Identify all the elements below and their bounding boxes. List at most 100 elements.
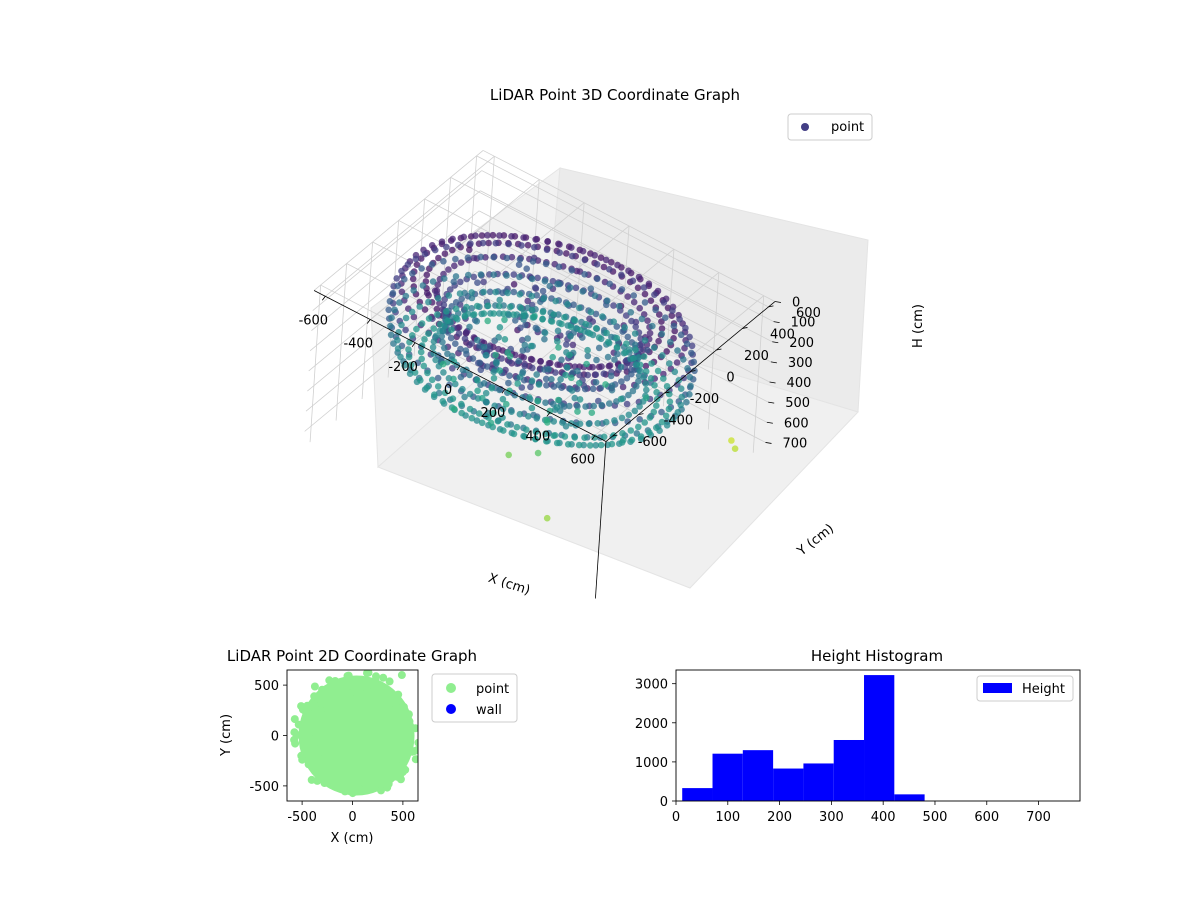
point-3d	[523, 426, 530, 434]
point-3d	[428, 261, 436, 268]
point-3d	[663, 383, 671, 390]
x-tick-3d	[501, 388, 506, 394]
point-2d	[306, 752, 315, 761]
point-3d	[613, 343, 621, 351]
point-3d	[641, 419, 648, 426]
z-tick-3d	[769, 381, 776, 384]
point-3d	[633, 383, 640, 390]
point-2d	[331, 677, 340, 685]
point-3d	[424, 369, 431, 377]
point-3d	[402, 292, 410, 300]
point-2d	[297, 751, 306, 760]
point-2d	[304, 760, 313, 769]
point-3d	[574, 367, 581, 375]
histogram-bars	[682, 675, 925, 801]
point-3d	[496, 386, 503, 394]
point-3d	[408, 361, 415, 369]
x-tick-label-histogram: 200	[767, 810, 792, 825]
point-3d	[584, 346, 591, 354]
point-3d	[446, 381, 453, 389]
y-tick-label-histogram: 3000	[635, 678, 668, 693]
point-3d	[618, 286, 626, 293]
point-3d	[564, 301, 571, 308]
chart-2d-title: LiDAR Point 2D Coordinate Graph	[227, 647, 477, 665]
point-3d	[539, 308, 547, 316]
z-tick-label-3d: 100	[791, 316, 816, 331]
x-tick-label-histogram: 700	[1026, 810, 1051, 825]
legend-3d: point	[787, 113, 873, 141]
point-3d	[521, 433, 528, 441]
point-3d	[448, 352, 456, 360]
point-3d	[542, 430, 549, 438]
point-2d	[401, 717, 410, 726]
point-3d	[489, 231, 497, 239]
x-tick-3d	[366, 319, 371, 324]
point-3d	[462, 347, 470, 354]
point-3d	[584, 371, 591, 379]
point-3d	[555, 381, 562, 389]
point-3d	[425, 315, 433, 322]
histogram-bar	[833, 739, 865, 801]
point-3d	[457, 259, 465, 266]
y-tick-label-histogram: 2000	[635, 717, 668, 732]
point-3d	[555, 311, 562, 318]
point-3d	[482, 253, 489, 261]
point-3d	[588, 409, 596, 417]
point-3d	[583, 360, 590, 368]
point-3d	[623, 400, 631, 408]
point-3d	[388, 314, 395, 322]
point-3d	[655, 337, 662, 345]
point-3d	[499, 414, 506, 421]
point-3d	[506, 372, 513, 380]
point-3d	[480, 310, 488, 317]
point-2d	[397, 671, 406, 680]
y-tick-label-3d: 200	[744, 349, 769, 364]
point-3d	[434, 295, 442, 302]
point-3d	[646, 329, 654, 337]
point-2d	[385, 677, 394, 686]
point-2d	[410, 747, 418, 756]
point-3d	[640, 374, 647, 381]
axes-2d: -500 0 500 -500 0 500	[249, 679, 415, 825]
point-3d	[686, 373, 694, 381]
point-3d	[401, 362, 408, 369]
x-tick-label-3d: 600	[570, 453, 595, 468]
point-3d	[590, 402, 597, 410]
point-3d	[449, 235, 456, 243]
y-tick-label-3d: -400	[664, 414, 694, 429]
point-3d	[611, 417, 618, 424]
point-3d	[524, 241, 532, 249]
point-3d	[410, 287, 418, 294]
point-3d	[501, 316, 508, 324]
point-3d	[515, 357, 523, 365]
point-3d	[579, 247, 587, 255]
point-3d	[428, 376, 436, 384]
point-3d	[645, 280, 653, 288]
point-3d	[561, 314, 568, 321]
x-tick-label-histogram: 0	[672, 810, 680, 825]
point-3d	[483, 399, 490, 406]
point-3d	[574, 408, 581, 415]
point-3d	[434, 383, 442, 390]
point-3d	[448, 326, 455, 334]
point-3d	[444, 317, 451, 325]
point-3d	[618, 414, 626, 422]
point-3d	[472, 232, 479, 239]
point-2d	[325, 676, 334, 685]
point-3d	[539, 316, 546, 323]
point-3d	[474, 279, 481, 287]
point-3d	[450, 278, 458, 286]
point-3d	[646, 414, 654, 421]
point-3d	[428, 242, 436, 249]
point-3d	[478, 419, 486, 427]
point-3d	[592, 371, 600, 379]
point-3d	[663, 348, 670, 355]
point-3d	[591, 252, 598, 259]
point-3d	[527, 342, 535, 350]
point-3d	[479, 239, 487, 247]
point-3d	[503, 400, 510, 408]
point-3d	[534, 326, 541, 333]
point-3d	[550, 432, 557, 440]
point-2d	[414, 738, 418, 747]
point-3d	[656, 311, 663, 318]
